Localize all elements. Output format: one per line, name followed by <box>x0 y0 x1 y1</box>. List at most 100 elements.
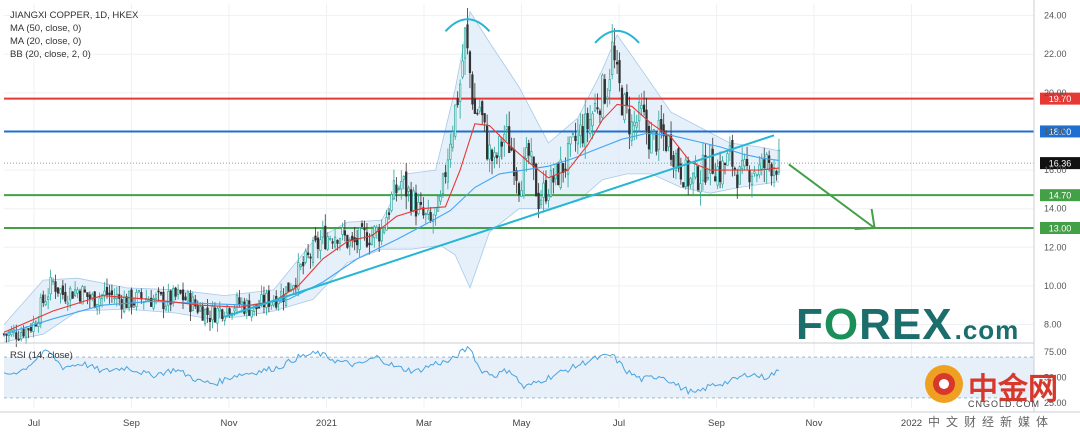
candle-body <box>471 74 474 105</box>
candle-body <box>571 132 575 135</box>
level-tag <box>1040 189 1080 202</box>
candle-body <box>321 228 324 238</box>
candle-body <box>39 297 42 324</box>
x-tick-label: Nov <box>806 418 823 429</box>
candle-body <box>7 331 11 336</box>
candle-body <box>93 291 96 308</box>
candle-body <box>618 60 621 84</box>
target-arrow-head <box>854 208 876 230</box>
candle-body <box>127 290 131 309</box>
candle-body <box>56 287 60 294</box>
candle-body <box>532 156 535 168</box>
candle-body <box>331 241 334 244</box>
candle-body <box>615 61 619 65</box>
legend-ma20[interactable]: MA (20, close, 0) <box>10 36 82 47</box>
candle-body <box>731 139 734 167</box>
candle-body <box>348 239 351 247</box>
candle-body <box>221 309 224 319</box>
candle-body <box>98 297 101 306</box>
candle-body <box>66 302 69 305</box>
candles <box>2 8 781 348</box>
candle-body <box>699 183 702 193</box>
level-label: 14.70 <box>1049 191 1072 201</box>
candle-body <box>42 294 45 304</box>
x-tick-label: Jul <box>28 418 40 429</box>
candle-body <box>49 276 52 295</box>
candle-body <box>61 285 64 295</box>
candle-body <box>250 309 253 318</box>
candle-body <box>167 291 170 306</box>
ma20-line <box>3 103 780 333</box>
candle-body <box>338 238 342 244</box>
legend: JIANGXI COPPER, 1D, HKEX MA (50, close, … <box>10 9 138 61</box>
rsi-legend[interactable]: RSI (14, close) <box>10 350 73 361</box>
candle-body <box>304 250 307 263</box>
candle-body <box>478 106 481 112</box>
candle-body <box>235 295 239 308</box>
candle-body <box>397 187 400 190</box>
candle-body <box>777 149 781 173</box>
candle-body <box>503 133 506 143</box>
legend-bb[interactable]: BB (20, close, 2, 0) <box>10 49 91 60</box>
candle-body <box>292 285 295 291</box>
candle-body <box>400 181 403 190</box>
candle-body <box>83 289 87 293</box>
candle-body <box>326 236 329 250</box>
candle-body <box>76 289 79 294</box>
candle-body <box>488 144 491 160</box>
candle-body <box>598 110 602 115</box>
candle-body <box>476 112 479 115</box>
candle-body <box>373 226 376 239</box>
candle-body <box>311 240 315 264</box>
candle-body <box>679 163 682 180</box>
legend-title[interactable]: JIANGXI COPPER, 1D, HKEX <box>10 10 139 21</box>
candle-body <box>591 113 594 127</box>
candle-body <box>463 27 467 59</box>
candle-body <box>515 170 518 181</box>
candle-body <box>647 125 651 150</box>
candle-body <box>370 234 373 245</box>
candle-body <box>569 136 572 145</box>
candle-body <box>299 264 302 268</box>
candle-body <box>441 173 445 194</box>
rsi-tick-label: 75.00 <box>1044 347 1067 357</box>
candle-body <box>412 190 415 211</box>
candle-body <box>152 297 155 309</box>
candle-body <box>387 212 391 215</box>
candle-body <box>763 159 766 169</box>
candle-body <box>238 297 241 305</box>
candle-body <box>417 202 420 215</box>
candle-body <box>667 135 670 148</box>
candle-body <box>17 338 20 341</box>
candle-body <box>429 212 432 222</box>
candle-body <box>226 305 229 314</box>
candle-body <box>324 225 327 250</box>
candle-body <box>257 306 261 309</box>
candle-body <box>125 296 128 309</box>
candle-body <box>390 194 393 211</box>
candle-body <box>44 301 47 306</box>
candle-body <box>137 290 140 293</box>
y-tick-label: 20.00 <box>1044 88 1067 98</box>
candle-body <box>407 187 410 192</box>
candle-body <box>765 154 768 170</box>
candle-body <box>745 158 749 166</box>
candle-body <box>589 119 592 135</box>
level-label: 13.00 <box>1049 224 1072 234</box>
candle-body <box>179 290 182 294</box>
candle-body <box>638 101 641 122</box>
x-tick-label: Sep <box>123 418 140 429</box>
candle-body <box>706 177 709 180</box>
candle-body <box>177 289 180 295</box>
candle-body <box>88 294 91 300</box>
candle-body <box>439 196 442 202</box>
moving-averages <box>3 103 780 335</box>
legend-ma50[interactable]: MA (50, close, 0) <box>10 23 82 34</box>
candle-body <box>81 286 84 305</box>
candle-body <box>748 170 751 183</box>
candle-body <box>579 124 582 137</box>
candle-body <box>201 306 204 321</box>
candle-body <box>130 289 133 308</box>
y-tick-label: 10.00 <box>1044 281 1067 291</box>
candle-body <box>333 236 337 248</box>
